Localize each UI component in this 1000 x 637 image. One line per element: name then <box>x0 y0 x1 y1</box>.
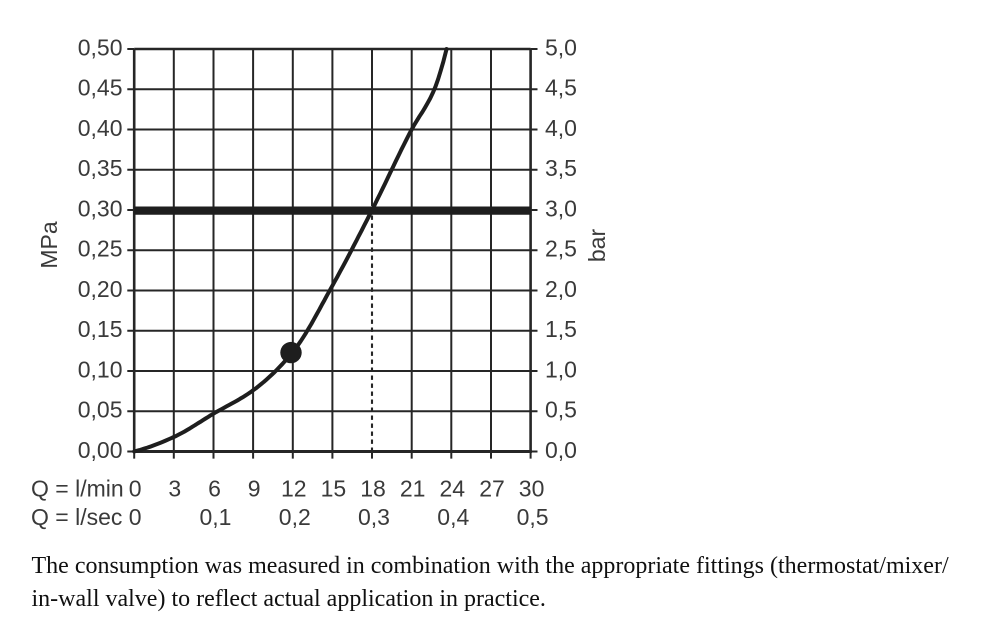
svg-text:0,25: 0,25 <box>78 236 123 262</box>
svg-text:24: 24 <box>440 476 466 502</box>
svg-text:5,0: 5,0 <box>545 34 577 60</box>
svg-text:6: 6 <box>208 476 221 502</box>
svg-text:0,30: 0,30 <box>78 195 123 221</box>
svg-text:3: 3 <box>168 476 181 502</box>
svg-text:Q = l/min: Q = l/min <box>31 476 124 502</box>
svg-text:0,45: 0,45 <box>78 75 123 101</box>
svg-text:21: 21 <box>400 476 426 502</box>
svg-text:12: 12 <box>281 476 307 502</box>
svg-text:3,0: 3,0 <box>545 195 577 221</box>
svg-text:27: 27 <box>479 476 505 502</box>
svg-text:30: 30 <box>519 476 545 502</box>
svg-text:1,0: 1,0 <box>545 356 577 382</box>
svg-text:2,0: 2,0 <box>545 276 577 302</box>
svg-text:0,00: 0,00 <box>78 437 123 463</box>
svg-text:1,5: 1,5 <box>545 316 577 342</box>
svg-text:0,20: 0,20 <box>78 276 123 302</box>
svg-text:0,50: 0,50 <box>78 34 123 60</box>
svg-text:0,10: 0,10 <box>78 356 123 382</box>
svg-text:Q = l/sec: Q = l/sec <box>31 504 122 530</box>
svg-text:3,5: 3,5 <box>545 155 577 181</box>
svg-text:9: 9 <box>248 476 261 502</box>
svg-text:4,0: 4,0 <box>545 115 577 141</box>
svg-text:15: 15 <box>321 476 347 502</box>
svg-text:0,0: 0,0 <box>545 437 577 463</box>
svg-text:0,40: 0,40 <box>78 115 123 141</box>
svg-text:0,5: 0,5 <box>517 504 549 530</box>
svg-text:0,05: 0,05 <box>78 397 123 423</box>
svg-text:0,5: 0,5 <box>545 397 577 423</box>
svg-text:0,3: 0,3 <box>358 504 390 530</box>
svg-text:MPa: MPa <box>36 221 62 269</box>
svg-text:0,35: 0,35 <box>78 155 123 181</box>
svg-text:0: 0 <box>129 504 142 530</box>
svg-text:4,5: 4,5 <box>545 75 577 101</box>
svg-text:0,4: 0,4 <box>437 504 469 530</box>
svg-text:0: 0 <box>129 476 142 502</box>
svg-text:18: 18 <box>360 476 386 502</box>
svg-text:2,5: 2,5 <box>545 236 577 262</box>
svg-text:0,1: 0,1 <box>200 504 232 530</box>
svg-text:bar: bar <box>584 229 610 263</box>
svg-text:0,2: 0,2 <box>279 504 311 530</box>
svg-text:0,15: 0,15 <box>78 316 123 342</box>
